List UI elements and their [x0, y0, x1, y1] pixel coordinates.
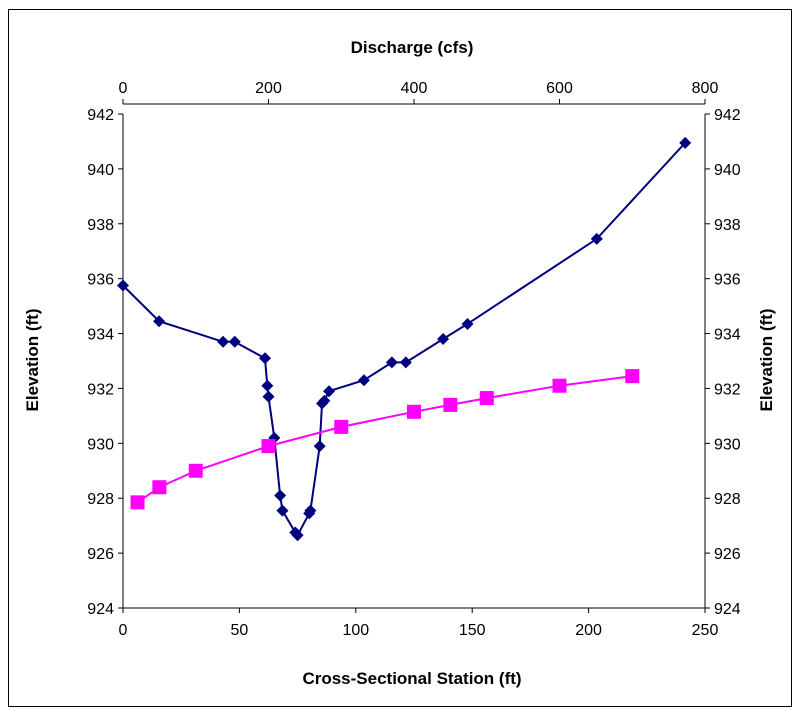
series-2-point	[625, 369, 640, 384]
series-1-point	[318, 394, 331, 407]
y-right-tick-label: 940	[714, 162, 741, 179]
series-1-point	[228, 335, 241, 348]
series-2-point	[407, 404, 421, 419]
x-top-tick-label: 0	[119, 80, 128, 97]
series-1-point	[590, 232, 603, 245]
series-2-point	[152, 480, 167, 495]
x-top-tick-label: 200	[255, 80, 282, 97]
series-1-point	[679, 136, 692, 149]
x-top-tick-label: 400	[401, 80, 428, 97]
y-left-tick-label: 932	[87, 381, 114, 398]
x-bottom-tick-label: 50	[231, 622, 249, 639]
x-bottom-tick-label: 200	[575, 622, 602, 639]
y-left-tick-label: 934	[87, 327, 114, 344]
series-1-point	[117, 279, 129, 292]
series-1-point	[399, 356, 412, 369]
y-right-tick-label: 936	[714, 272, 741, 289]
series-1-point	[304, 504, 317, 517]
series-1-point	[274, 489, 287, 502]
series-1-point	[262, 390, 275, 403]
y-left-tick-label: 936	[87, 272, 114, 289]
series-1-point	[437, 333, 450, 346]
x-bottom-tick-label: 0	[119, 622, 128, 639]
y-right-tick-label: 938	[714, 217, 741, 234]
y-right-tick-label: 928	[714, 491, 741, 508]
series-2-point	[188, 463, 203, 478]
series-2-point	[443, 397, 458, 412]
x-bottom-tick-label: 150	[459, 622, 486, 639]
series-2-point	[130, 495, 145, 510]
y-right-axis-title: Elevation (ft)	[757, 309, 776, 412]
x-top-tick-label: 800	[692, 80, 719, 97]
y-left-tick-label: 938	[87, 217, 114, 234]
series-1-point	[385, 356, 398, 369]
series-2-point	[261, 439, 276, 454]
y-left-axis-title: Elevation (ft)	[23, 309, 42, 412]
y-right-tick-label: 926	[714, 546, 741, 563]
series-1-point	[261, 379, 274, 392]
x-bottom-tick-label: 100	[342, 622, 369, 639]
series-1-point	[323, 385, 336, 398]
x-top-tick-label: 600	[546, 80, 573, 97]
y-left-tick-label: 924	[87, 601, 114, 618]
y-right-tick-label: 934	[714, 327, 741, 344]
series-1-point	[259, 352, 272, 365]
series-2-point	[552, 378, 567, 393]
x-top-axis-title: Discharge (cfs)	[351, 38, 474, 57]
series-1-point	[153, 315, 166, 328]
series-2-point	[479, 391, 494, 406]
y-left-tick-label: 942	[87, 107, 114, 124]
y-right-tick-label: 942	[714, 107, 741, 124]
y-right-tick-label: 924	[714, 601, 741, 618]
x-bottom-tick-label: 250	[692, 622, 719, 639]
series-1-point	[291, 529, 304, 542]
x-bottom-axis-title: Cross-Sectional Station (ft)	[302, 669, 521, 688]
y-left-tick-label: 940	[87, 162, 114, 179]
series-2-line	[137, 375, 633, 504]
series-1-point	[461, 317, 474, 330]
chart-frame	[8, 9, 792, 707]
series-1-point	[313, 440, 326, 453]
series-1-point	[276, 504, 289, 517]
series-1-line	[122, 142, 686, 538]
y-right-tick-label: 930	[714, 436, 741, 453]
series-2-point	[334, 419, 349, 434]
series-1-point	[357, 374, 370, 387]
y-left-tick-label: 926	[87, 546, 114, 563]
series-1-point	[217, 335, 230, 348]
y-left-tick-label: 928	[87, 491, 114, 508]
y-right-tick-label: 932	[714, 381, 741, 398]
y-left-tick-label: 930	[87, 436, 114, 453]
